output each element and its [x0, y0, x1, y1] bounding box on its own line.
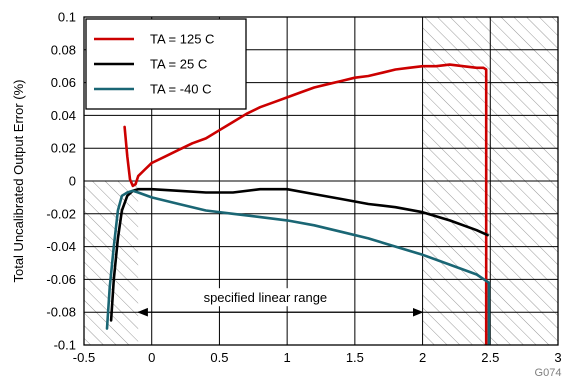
- legend-label: TA = 125 C: [150, 32, 214, 47]
- range-label-background: [191, 288, 340, 307]
- range-label: specified linear range: [204, 290, 328, 305]
- y-tick-label: -0.02: [46, 206, 76, 221]
- x-tick-label: 1.5: [346, 350, 364, 365]
- x-tick-label: 3: [554, 350, 561, 365]
- x-tick-label: 0: [148, 350, 155, 365]
- figure-code: G074: [535, 367, 562, 379]
- y-tick-label: -0.08: [46, 305, 76, 320]
- y-tick-label: 0.06: [51, 75, 76, 90]
- legend-label: TA = 25 C: [150, 57, 207, 72]
- y-axis-ticks: -0.1 -0.08 -0.06 -0.04 -0.02 0 0.02 0.04 0.06 0.0…: [46, 10, 76, 353]
- series-line-3: [105, 189, 491, 345]
- x-axis-ticks: -0.5 0 0.5 1 1.5 2 2.5 3: [73, 350, 562, 365]
- y-tick-label: 0.08: [51, 42, 76, 57]
- y-tick-label: -0.1: [54, 338, 76, 353]
- y-tick-label: -0.04: [46, 239, 76, 254]
- y-axis-title: Total Uncalibrated Output Error (%): [11, 79, 26, 282]
- data-series: [105, 63, 491, 345]
- x-tick-label: 1: [284, 350, 291, 365]
- legend: TA = 125 C TA = 25 C TA = -40 C: [85, 18, 247, 110]
- x-tick-label: 2: [419, 350, 426, 365]
- x-tick-label: 2.5: [481, 350, 499, 365]
- linear-range-annotation: specified linear range: [137, 288, 424, 317]
- y-tick-label: -0.06: [46, 272, 76, 287]
- legend-label: TA = -40 C: [150, 82, 212, 97]
- plot-frame: [83, 16, 559, 346]
- x-tick-label: -0.5: [73, 350, 95, 365]
- y-tick-label: 0.04: [51, 108, 76, 123]
- y-tick-label: 0: [69, 174, 76, 189]
- series-line-1: [123, 63, 488, 345]
- x-tick-label: 0.5: [210, 350, 228, 365]
- y-tick-label: 0.02: [51, 141, 76, 156]
- series-line-2: [109, 187, 489, 322]
- y-tick-label: 0.1: [58, 10, 76, 25]
